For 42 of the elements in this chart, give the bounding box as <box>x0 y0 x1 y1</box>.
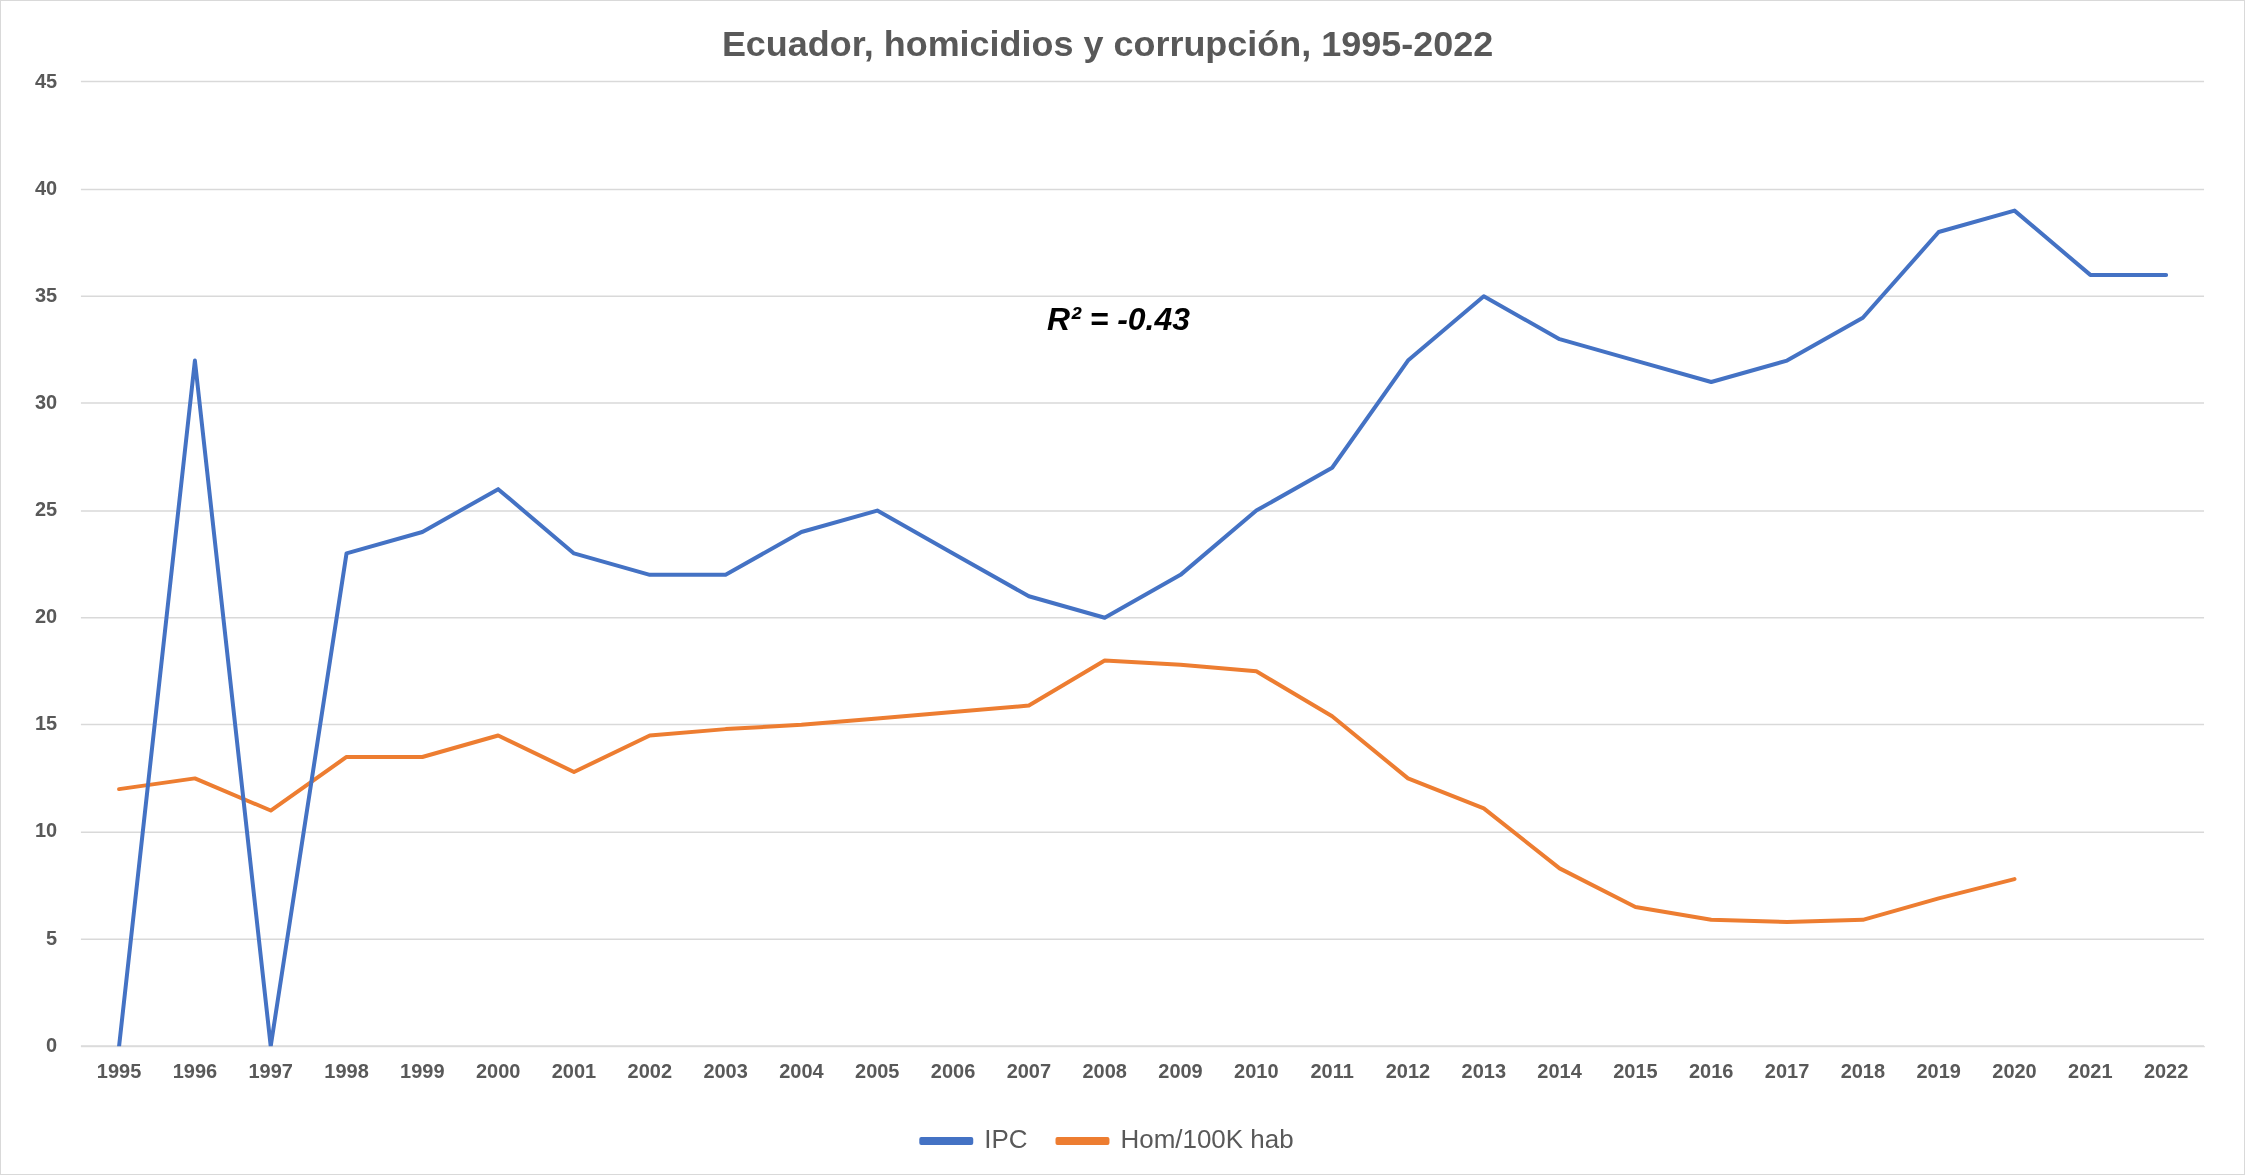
legend-label: IPC <box>984 1124 1028 1155</box>
x-tick-label: 2001 <box>551 1059 597 1082</box>
y-tick-label: 35 <box>34 283 58 306</box>
x-tick-label: 2008 <box>1082 1059 1127 1082</box>
x-tick-label: 2005 <box>855 1059 900 1082</box>
annotation: R² = -0.43 <box>1047 301 1191 337</box>
x-tick-label: 2014 <box>1537 1059 1582 1082</box>
x-tick-label: 1995 <box>96 1059 142 1082</box>
x-tick-label: 2006 <box>930 1059 976 1082</box>
x-tick-label: 2018 <box>1840 1059 1886 1082</box>
x-tick-label: 2020 <box>1992 1059 2037 1082</box>
y-tick-label: 10 <box>34 819 58 842</box>
y-tick-label: 15 <box>34 712 58 735</box>
x-tick-label: 2010 <box>1234 1059 1279 1082</box>
y-tick-label: 40 <box>34 176 58 199</box>
x-tick-label: 2002 <box>627 1059 673 1082</box>
x-tick-label: 1997 <box>248 1059 293 1082</box>
x-tick-label: 2003 <box>703 1059 748 1082</box>
x-tick-label: 1998 <box>324 1059 369 1082</box>
x-tick-label: 2011 <box>1310 1059 1354 1082</box>
x-tick-label: 2022 <box>2143 1059 2189 1082</box>
x-tick-label: 2007 <box>1006 1059 1052 1082</box>
x-tick-label: 2000 <box>475 1059 521 1082</box>
x-tick-label: 2017 <box>1764 1059 1810 1082</box>
x-tick-label: 1999 <box>400 1059 445 1082</box>
x-tick-label: 2013 <box>1461 1059 1507 1082</box>
y-tick-label: 5 <box>46 926 58 949</box>
x-tick-label: 2004 <box>779 1059 824 1082</box>
y-tick-label: 20 <box>34 605 58 628</box>
x-tick-label: 2021 <box>2068 1059 2113 1082</box>
x-tick-label: 1996 <box>172 1059 218 1082</box>
legend-label: Hom/100K hab <box>1120 1124 1294 1155</box>
x-tick-label: 2012 <box>1385 1059 1431 1082</box>
x-tick-label: 2015 <box>1613 1059 1658 1082</box>
x-tick-label: 2016 <box>1689 1059 1734 1082</box>
y-tick-label: 0 <box>46 1033 58 1056</box>
x-tick-label: 2019 <box>1916 1059 1961 1082</box>
y-tick-label: 45 <box>34 69 58 92</box>
chart-title: Ecuador, homicidios y corrupción, 1995-2022 <box>721 23 1494 65</box>
y-tick-label: 25 <box>34 498 58 521</box>
x-tick-label: 2009 <box>1158 1059 1203 1082</box>
y-tick-label: 30 <box>34 390 58 413</box>
